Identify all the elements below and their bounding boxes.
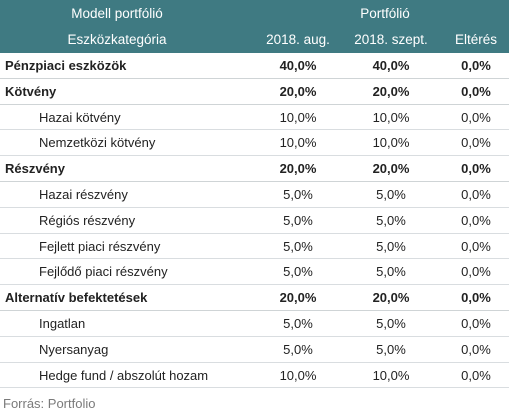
value-aug: 40,0% — [279, 58, 317, 73]
row-label: Fejlődő piaci részvény — [39, 264, 168, 280]
row-label: Régiós részvény — [39, 212, 136, 228]
value-sep: 5,0% — [376, 315, 406, 331]
row-label: Hazai részvény — [39, 186, 128, 202]
value-diff: 0,0% — [461, 186, 491, 202]
value-aug: 5,0% — [283, 315, 313, 331]
value-sep: 10,0% — [372, 109, 410, 125]
category-row: Kötvény 20,0% 20,0% 0,0% — [0, 79, 509, 105]
row-label: Hedge fund / abszolút hozam — [39, 367, 209, 383]
value-sep: 20,0% — [372, 161, 410, 177]
header-col-sep: 2018. szept. — [354, 32, 428, 47]
table-header: Modell portfólió Portfólió Eszközkategór… — [0, 0, 509, 53]
header-row-bottom: Eszközkategória 2018. aug. 2018. szept. … — [0, 27, 509, 53]
value-diff: 0,0% — [461, 290, 491, 306]
value-diff: 0,0% — [461, 58, 491, 73]
header-portfolio: Portfólió — [360, 6, 410, 21]
row-label: Részvény — [5, 161, 65, 177]
table-row: Ingatlan 5,0% 5,0% 0,0% — [0, 311, 509, 337]
value-aug: 5,0% — [283, 212, 313, 228]
table-body: Pénzpiaci eszközök 40,0% 40,0% 0,0% Kötvény 2… — [0, 53, 509, 389]
table-row: Régiós részvény 5,0% 5,0% 0,0% — [0, 208, 509, 234]
value-aug: 20,0% — [279, 161, 317, 177]
value-aug: 5,0% — [283, 341, 313, 357]
row-label: Kötvény — [5, 83, 57, 99]
row-label: Pénzpiaci eszközök — [5, 58, 127, 73]
row-label: Nemzetközi kötvény — [39, 135, 156, 151]
category-row: Alternatív befektetések 20,0% 20,0% 0,0% — [0, 285, 509, 311]
value-diff: 0,0% — [461, 212, 491, 228]
value-diff: 0,0% — [461, 341, 491, 357]
table-row: Hedge fund / abszolút hozam 10,0% 10,0% 0,0… — [0, 363, 509, 389]
value-sep: 5,0% — [376, 238, 406, 254]
value-aug: 10,0% — [279, 367, 317, 383]
row-label: Alternatív befektetések — [5, 290, 148, 306]
table-row: Fejlett piaci részvény 5,0% 5,0% 0,0% — [0, 234, 509, 260]
table-row: Nemzetközi kötvény 10,0% 10,0% 0,0% — [0, 130, 509, 157]
category-row: Részvény 20,0% 20,0% 0,0% — [0, 156, 509, 182]
value-aug: 10,0% — [279, 135, 317, 151]
value-aug: 20,0% — [279, 83, 317, 99]
value-diff: 0,0% — [461, 83, 491, 99]
value-sep: 10,0% — [372, 135, 410, 151]
header-col-diff: Eltérés — [454, 32, 498, 47]
value-aug: 5,0% — [283, 264, 313, 280]
value-aug: 5,0% — [283, 186, 313, 202]
table-row: Hazai kötvény 10,0% 10,0% 0,0% — [0, 105, 509, 131]
header-col-aug: 2018. aug. — [266, 32, 330, 47]
row-label: Ingatlan — [39, 315, 86, 331]
table-row: Nyersanyag 5,0% 5,0% 0,0% — [0, 337, 509, 363]
value-diff: 0,0% — [461, 238, 491, 254]
source-note: Forrás: Portfolio — [3, 396, 96, 411]
value-sep: 10,0% — [372, 367, 410, 383]
header-row-top: Modell portfólió Portfólió — [0, 1, 509, 27]
value-diff: 0,0% — [461, 367, 491, 383]
row-label: Fejlett piaci részvény — [39, 238, 161, 254]
value-sep: 40,0% — [372, 58, 410, 73]
header-asset-class: Eszközkategória — [67, 32, 167, 47]
value-sep: 20,0% — [372, 83, 410, 99]
header-model-portfolio: Modell portfólió — [71, 6, 163, 21]
value-aug: 20,0% — [279, 290, 317, 306]
value-diff: 0,0% — [461, 264, 491, 280]
value-sep: 5,0% — [376, 212, 406, 228]
value-sep: 5,0% — [376, 264, 406, 280]
row-label: Hazai kötvény — [39, 109, 121, 125]
value-aug: 10,0% — [279, 109, 317, 125]
row-label: Nyersanyag — [39, 341, 109, 357]
value-aug: 5,0% — [283, 238, 313, 254]
value-sep: 5,0% — [376, 186, 406, 202]
value-diff: 0,0% — [461, 109, 491, 125]
value-diff: 0,0% — [461, 315, 491, 331]
category-row: Pénzpiaci eszközök 40,0% 40,0% 0,0% — [0, 53, 509, 79]
value-diff: 0,0% — [461, 161, 491, 177]
value-diff: 0,0% — [461, 135, 491, 151]
value-sep: 20,0% — [372, 290, 410, 306]
table-row: Fejlődő piaci részvény 5,0% 5,0% 0,0% — [0, 259, 509, 286]
table-row: Hazai részvény 5,0% 5,0% 0,0% — [0, 182, 509, 208]
value-sep: 5,0% — [376, 341, 406, 357]
